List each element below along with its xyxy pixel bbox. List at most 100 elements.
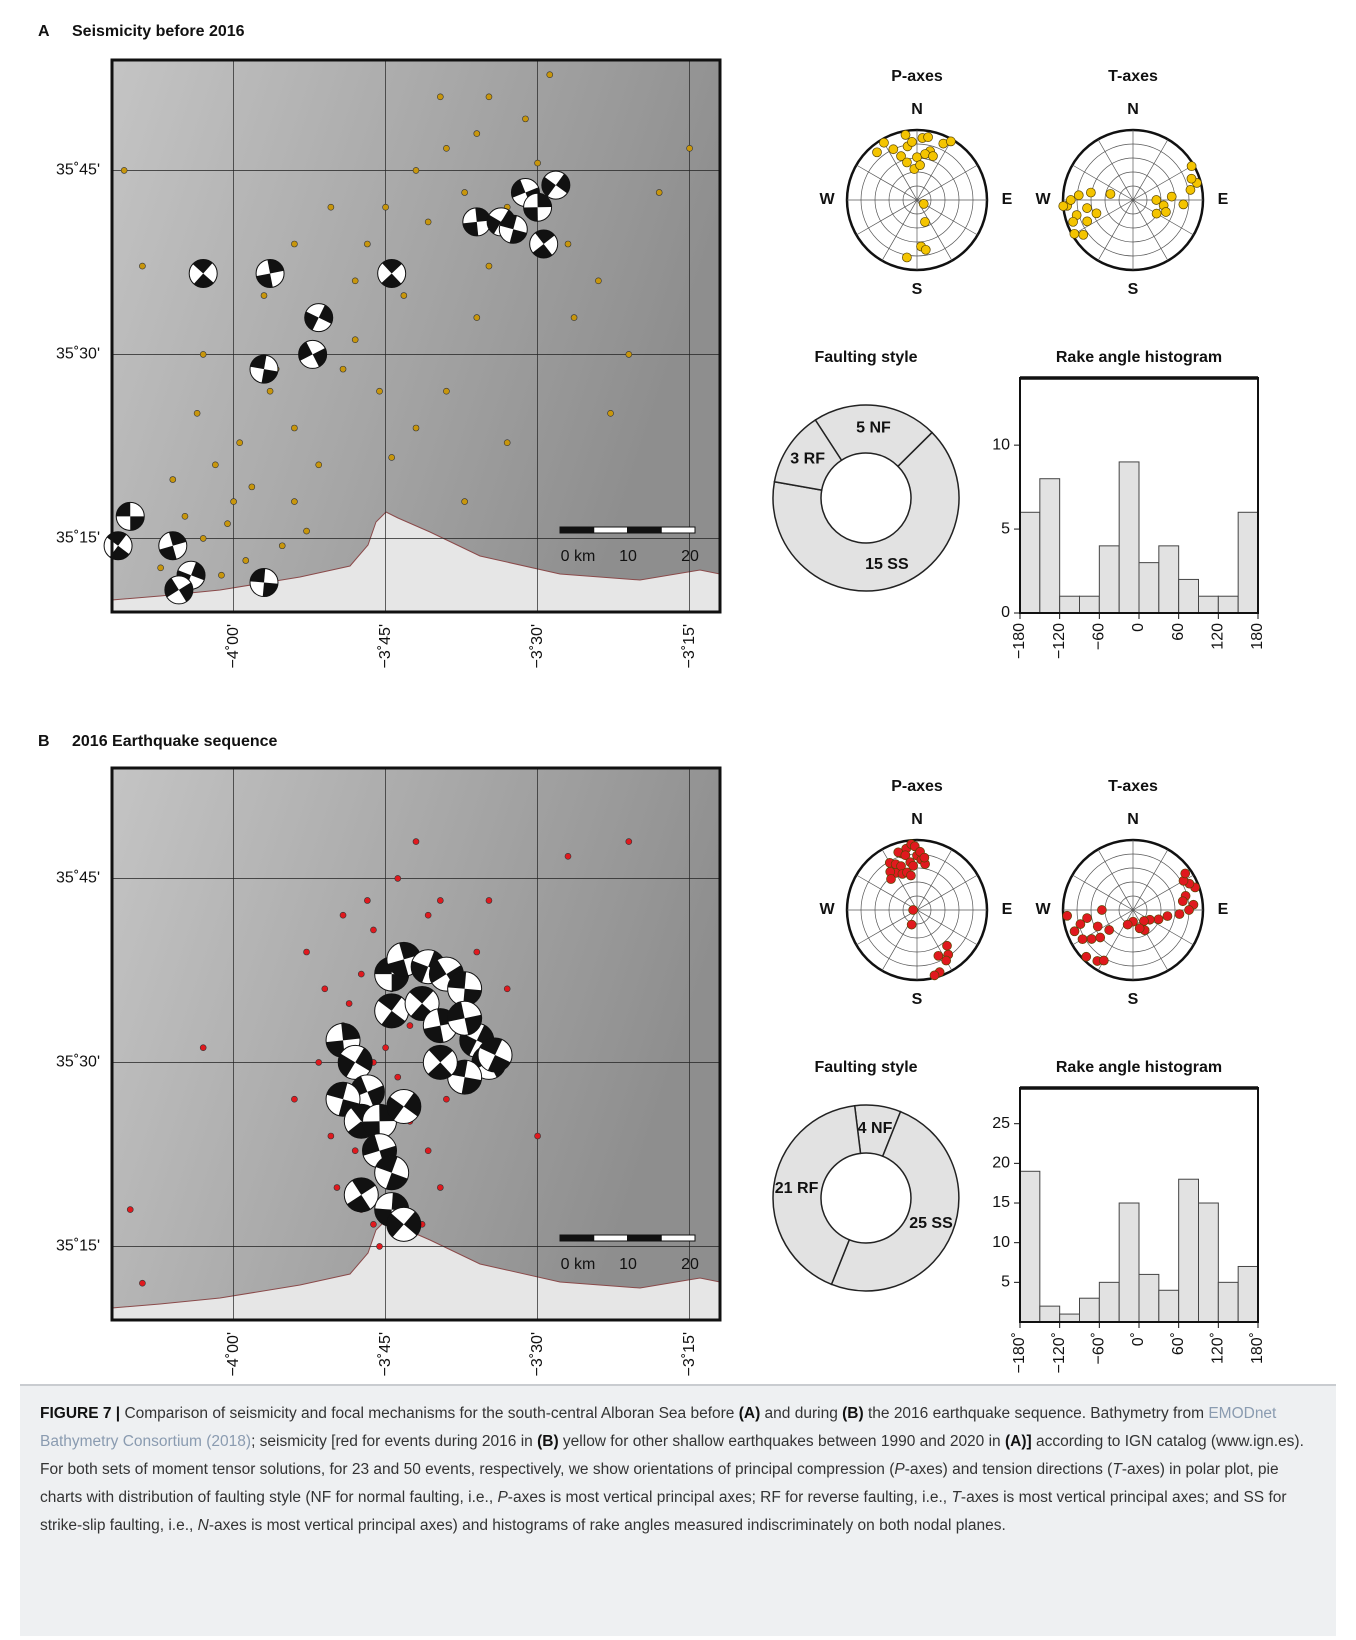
axis-point — [1095, 932, 1106, 943]
histogram-title: Rake angle histogram — [1056, 1059, 1222, 1076]
histogram-bar — [1138, 562, 1160, 614]
beachball-quadrant — [535, 230, 555, 244]
x-tick-label: 0˚ — [1130, 1332, 1147, 1346]
focal-mechanism — [374, 993, 410, 1029]
pie-segment — [772, 431, 960, 592]
beachball-quadrant — [159, 545, 177, 560]
caption-text: -axes is most vertical principal axes; R… — [507, 1489, 952, 1506]
event — [333, 1184, 341, 1191]
event — [351, 1147, 359, 1155]
y-tick-label: 5 — [1001, 1274, 1010, 1291]
beachball-quadrant — [355, 1047, 373, 1072]
axis-point — [908, 860, 918, 871]
direction-label: N — [1127, 811, 1139, 828]
histogram-bar — [1237, 1265, 1259, 1323]
beachball-quadrant — [461, 1077, 482, 1095]
beachball-quadrant — [262, 582, 278, 597]
focal-mechanism — [529, 229, 559, 259]
caption-text: -axes is most vertical principal axes) a… — [208, 1517, 1006, 1534]
histogram-bar — [1178, 1178, 1199, 1323]
pie-title: Faulting style — [814, 349, 917, 366]
y-tick-label: 10 — [992, 1234, 1010, 1251]
caption-link[interactable]: EMODnet Bathymetry Consortium (2018) — [40, 1405, 1277, 1450]
axis-point — [942, 940, 952, 951]
axis-point — [1073, 190, 1084, 201]
beachball-quadrant — [304, 311, 319, 331]
event — [120, 167, 128, 174]
pie-segment — [773, 418, 843, 492]
beachball-quadrant — [475, 207, 491, 222]
event — [315, 1059, 323, 1066]
event — [473, 314, 481, 321]
pie-label: 15 SS — [865, 556, 909, 573]
focal-mechanism — [422, 1044, 458, 1080]
event — [424, 1147, 432, 1155]
beachball-quadrant — [462, 221, 479, 236]
axis-point — [1097, 905, 1107, 915]
axis-point — [900, 130, 911, 140]
focal-mechanism — [386, 1206, 422, 1242]
scale-bar-segment — [627, 1234, 662, 1242]
direction-label: S — [912, 991, 923, 1008]
x-tick-label: 120˚ — [1210, 1332, 1227, 1364]
axis-point — [928, 151, 938, 161]
y-tick-label: 5 — [1001, 520, 1010, 537]
beachball-quadrant — [347, 1194, 371, 1212]
axis-point — [1166, 191, 1177, 202]
beachball-quadrant — [387, 959, 409, 977]
event — [345, 1000, 353, 1007]
beachball-quadrant — [423, 1025, 444, 1043]
beachball-quadrant — [399, 942, 421, 960]
pie-label: 25 SS — [909, 1215, 953, 1232]
axis-point — [1186, 173, 1197, 184]
scale-bar-segment — [660, 526, 696, 534]
focal-mechanism — [377, 258, 407, 288]
direction-label: W — [1035, 191, 1051, 208]
event — [321, 985, 329, 993]
event — [522, 115, 529, 123]
event — [437, 897, 444, 904]
beachball-quadrant — [391, 974, 409, 992]
caption-text: -axes) in polar plot, pie charts with di… — [40, 1461, 1279, 1506]
scale-bar-segment — [559, 1234, 595, 1242]
event — [382, 1044, 389, 1051]
caption-text: ; seismicity [red for events during 2016… — [251, 1433, 538, 1450]
direction-label: E — [1002, 191, 1013, 208]
axis-point — [1177, 896, 1188, 907]
beachball-quadrant — [428, 1045, 453, 1063]
event — [424, 218, 432, 226]
event — [394, 1073, 402, 1081]
axis-point — [1058, 201, 1069, 211]
histogram-bar — [1039, 478, 1061, 614]
focal-mechanism — [115, 501, 145, 531]
x-tick-label: −3˚15' — [681, 1332, 698, 1376]
event — [412, 838, 420, 845]
beachball-quadrant — [385, 1172, 408, 1190]
scale-bar-segment — [559, 526, 595, 534]
focal-mechanism — [462, 207, 492, 237]
event — [278, 542, 286, 550]
event — [266, 387, 274, 395]
scale-bar-label: 0 km — [561, 548, 596, 565]
axis-point — [906, 870, 916, 881]
beachball-quadrant — [532, 244, 553, 259]
beachball-quadrant — [326, 1082, 348, 1100]
pie-segment — [830, 1110, 960, 1292]
axis-point — [915, 160, 925, 170]
axis-point — [1134, 923, 1145, 934]
beachball-quadrant — [429, 959, 447, 984]
axis-point — [872, 147, 882, 158]
pie-title: Faulting style — [814, 1059, 917, 1076]
scale-bar-segment — [660, 1234, 696, 1242]
focal-mechanism — [255, 258, 285, 288]
event — [534, 1132, 541, 1140]
event — [242, 557, 250, 564]
event — [224, 520, 231, 527]
x-tick-label: 120 — [1210, 623, 1227, 650]
event — [412, 424, 420, 432]
scale-bar-label: 10 — [619, 548, 637, 565]
focal-mechanism — [164, 575, 194, 605]
y-tick-label: 35˚45' — [56, 162, 100, 179]
beachball-quadrant — [192, 259, 213, 274]
event — [564, 853, 572, 860]
